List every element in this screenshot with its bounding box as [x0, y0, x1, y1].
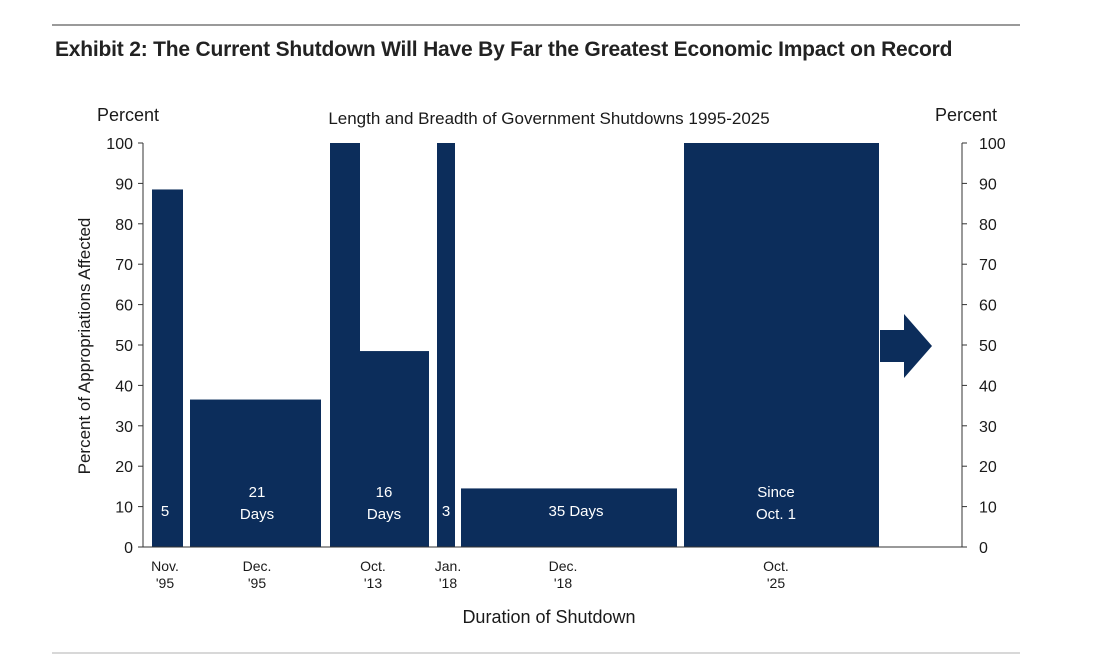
bar-duration-label: 16	[376, 484, 393, 501]
bar-duration-label: Since	[757, 484, 795, 501]
bar-duration-label: 21	[249, 484, 266, 501]
bar	[330, 143, 360, 547]
right-y-tick-label: 0	[979, 540, 988, 557]
left-axis-unit: Percent	[97, 105, 159, 125]
x-axis-title: Duration of Shutdown	[462, 607, 635, 627]
top-rule	[52, 24, 1020, 26]
bottom-rule	[52, 652, 1020, 654]
x-tick-label: Oct.	[763, 558, 789, 574]
left-y-tick-label: 0	[124, 540, 133, 557]
x-tick-label: '95	[248, 575, 266, 591]
chart-title: Length and Breadth of Government Shutdow…	[328, 109, 769, 128]
left-y-tick-label: 40	[115, 378, 133, 395]
right-y-tick-label: 50	[979, 338, 997, 355]
right-y-tick-label: 100	[979, 136, 1006, 153]
right-arrow-icon	[880, 314, 932, 378]
x-tick-label: Oct.	[360, 558, 386, 574]
right-y-tick-label: 80	[979, 217, 997, 234]
bar	[190, 399, 321, 547]
left-y-tick-label: 100	[106, 136, 133, 153]
x-tick-label: Jan.	[435, 558, 461, 574]
bar-duration-label: Oct. 1	[756, 506, 796, 523]
right-y-tick-label: 90	[979, 176, 997, 193]
exhibit-title: Exhibit 2: The Current Shutdown Will Hav…	[55, 38, 953, 61]
left-y-tick-label: 10	[115, 500, 133, 517]
left-y-tick-label: 30	[115, 419, 133, 436]
right-y-tick-label: 40	[979, 378, 997, 395]
x-tick-label: Dec.	[549, 558, 578, 574]
bar-duration-label: Days	[367, 506, 401, 523]
right-y-tick-label: 20	[979, 459, 997, 476]
x-tick-label: '18	[439, 575, 457, 591]
left-y-tick-label: 80	[115, 217, 133, 234]
x-tick-label: '95	[156, 575, 174, 591]
x-tick-label: '25	[767, 575, 785, 591]
left-y-tick-label: 90	[115, 176, 133, 193]
bar-duration-label: 5	[161, 503, 169, 520]
left-y-tick-label: 70	[115, 257, 133, 274]
bar-step	[360, 351, 429, 547]
bar-duration-label: 35 Days	[548, 503, 603, 520]
x-tick-label: Nov.	[151, 558, 179, 574]
left-y-tick-label: 50	[115, 338, 133, 355]
bar	[461, 488, 677, 547]
x-tick-label: Dec.	[243, 558, 272, 574]
bar-duration-label: Days	[240, 506, 274, 523]
right-y-tick-label: 70	[979, 257, 997, 274]
bar	[437, 143, 455, 547]
x-tick-label: '18	[554, 575, 572, 591]
bar	[152, 189, 183, 547]
x-tick-label: '13	[364, 575, 382, 591]
bar	[684, 143, 879, 547]
right-y-tick-label: 30	[979, 419, 997, 436]
right-y-tick-label: 60	[979, 298, 997, 315]
left-y-tick-label: 20	[115, 459, 133, 476]
right-axis-unit: Percent	[935, 105, 997, 125]
y-axis-title: Percent of Appropriations Affected	[75, 218, 94, 475]
right-y-tick-label: 10	[979, 500, 997, 517]
left-y-tick-label: 60	[115, 298, 133, 315]
bar-duration-label: 3	[442, 503, 450, 520]
